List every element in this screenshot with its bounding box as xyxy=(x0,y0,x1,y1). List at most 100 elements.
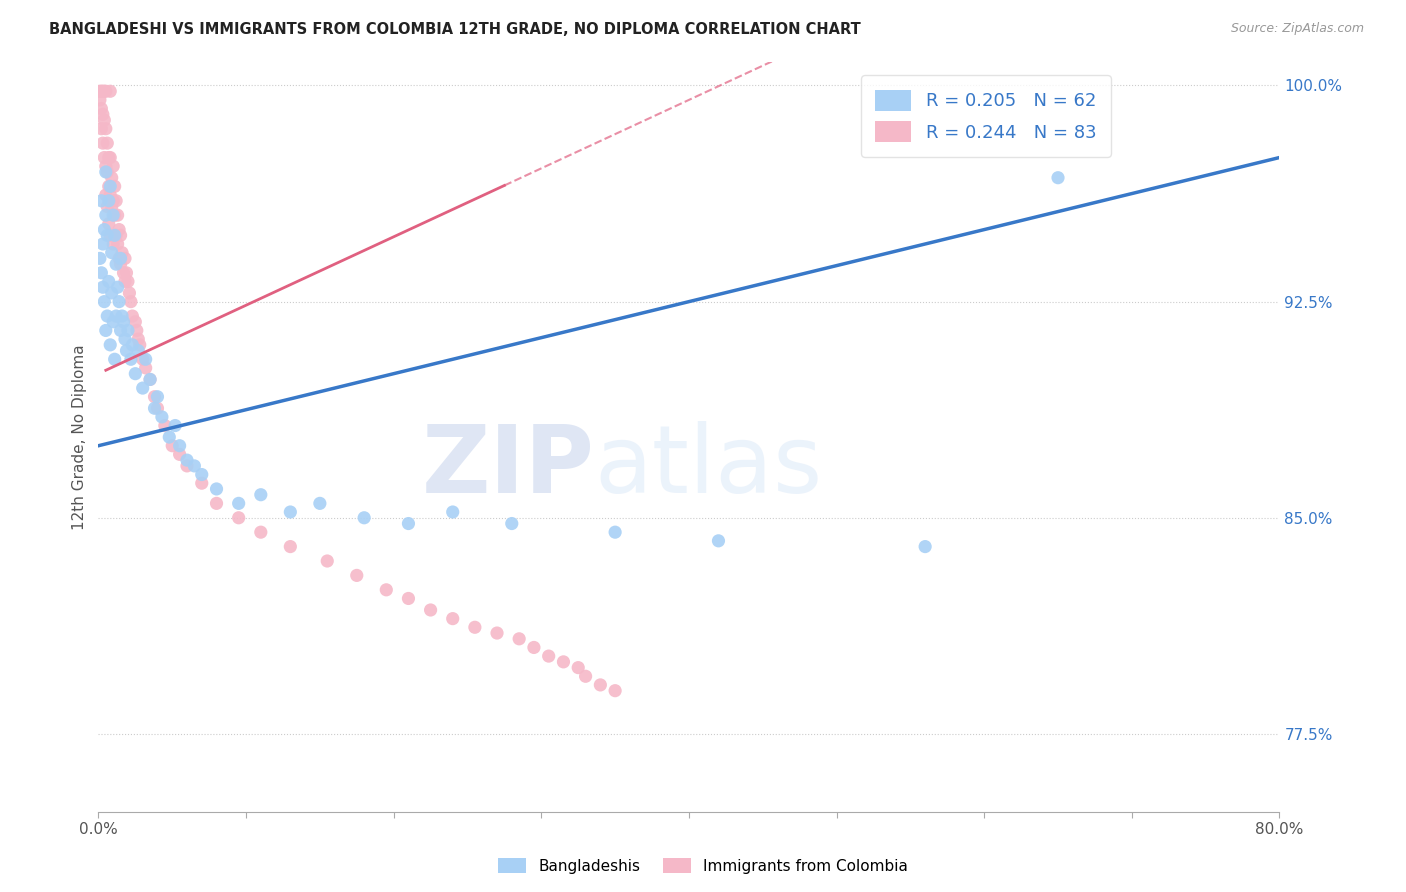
Point xyxy=(120,352,142,367)
Point xyxy=(110,252,132,266)
Point xyxy=(94,323,117,337)
Point xyxy=(567,660,589,674)
Point xyxy=(125,323,148,337)
Point xyxy=(96,165,118,179)
Point xyxy=(93,294,115,309)
Point xyxy=(90,266,112,280)
Point xyxy=(96,136,118,150)
Point xyxy=(104,208,127,222)
Point xyxy=(93,151,115,165)
Point xyxy=(94,188,117,202)
Point xyxy=(121,338,143,352)
Point xyxy=(98,179,121,194)
Point xyxy=(110,323,132,337)
Point xyxy=(89,93,111,107)
Point xyxy=(104,352,127,367)
Point xyxy=(96,228,118,243)
Point xyxy=(96,309,118,323)
Point xyxy=(121,309,143,323)
Point xyxy=(91,84,114,98)
Point xyxy=(124,367,146,381)
Point xyxy=(132,381,155,395)
Point xyxy=(135,360,157,375)
Point xyxy=(100,170,122,185)
Point xyxy=(353,510,375,524)
Point xyxy=(104,228,127,243)
Point xyxy=(97,179,120,194)
Point xyxy=(605,683,627,698)
Point xyxy=(280,505,302,519)
Point xyxy=(169,447,191,461)
Point xyxy=(1046,170,1070,185)
Point xyxy=(90,194,112,208)
Point xyxy=(94,165,117,179)
Point xyxy=(94,159,117,173)
Point xyxy=(508,632,530,646)
Point xyxy=(605,525,627,540)
Point xyxy=(108,252,131,266)
Text: atlas: atlas xyxy=(595,421,823,513)
Point xyxy=(89,84,111,98)
Point xyxy=(100,285,122,300)
Point xyxy=(91,136,114,150)
Point xyxy=(205,482,228,496)
Point xyxy=(280,540,302,554)
Point xyxy=(228,510,250,524)
Point xyxy=(398,591,420,606)
Point xyxy=(486,626,509,640)
Point xyxy=(93,222,115,236)
Point xyxy=(103,159,125,173)
Point xyxy=(98,151,121,165)
Point xyxy=(139,372,162,386)
Point xyxy=(205,496,228,510)
Point xyxy=(105,228,128,243)
Point xyxy=(398,516,420,531)
Point xyxy=(90,84,112,98)
Text: Source: ZipAtlas.com: Source: ZipAtlas.com xyxy=(1230,22,1364,36)
Point xyxy=(93,113,115,128)
Point xyxy=(114,332,136,346)
Point xyxy=(108,294,131,309)
Point xyxy=(98,228,121,243)
Point xyxy=(575,669,598,683)
Point xyxy=(707,533,730,548)
Point xyxy=(104,179,127,194)
Point xyxy=(464,620,486,634)
Point xyxy=(309,496,332,510)
Point xyxy=(107,237,129,252)
Point xyxy=(98,188,121,202)
Point xyxy=(146,390,169,404)
Point xyxy=(111,245,134,260)
Point xyxy=(553,655,575,669)
Point xyxy=(91,107,114,121)
Point xyxy=(419,603,441,617)
Point xyxy=(124,315,146,329)
Point xyxy=(98,338,121,352)
Legend: Bangladeshis, Immigrants from Colombia: Bangladeshis, Immigrants from Colombia xyxy=(492,852,914,880)
Point xyxy=(128,338,150,352)
Point xyxy=(94,208,117,222)
Point xyxy=(250,488,273,502)
Point xyxy=(441,612,464,626)
Point xyxy=(191,476,214,491)
Y-axis label: 12th Grade, No Diploma: 12th Grade, No Diploma xyxy=(72,344,87,530)
Point xyxy=(90,121,112,136)
Point xyxy=(169,439,191,453)
Point xyxy=(523,640,546,655)
Point xyxy=(94,84,117,98)
Point xyxy=(501,516,523,531)
Point xyxy=(103,194,125,208)
Point xyxy=(143,390,166,404)
Point xyxy=(114,252,136,266)
Point xyxy=(537,649,560,664)
Point xyxy=(103,315,125,329)
Point xyxy=(97,194,120,208)
Point xyxy=(153,418,176,433)
Point xyxy=(139,372,162,386)
Point xyxy=(93,84,115,98)
Point xyxy=(183,458,205,473)
Point xyxy=(165,418,187,433)
Text: BANGLADESHI VS IMMIGRANTS FROM COLOMBIA 12TH GRADE, NO DIPLOMA CORRELATION CHART: BANGLADESHI VS IMMIGRANTS FROM COLOMBIA … xyxy=(49,22,860,37)
Point xyxy=(107,280,129,294)
Point xyxy=(105,257,128,271)
